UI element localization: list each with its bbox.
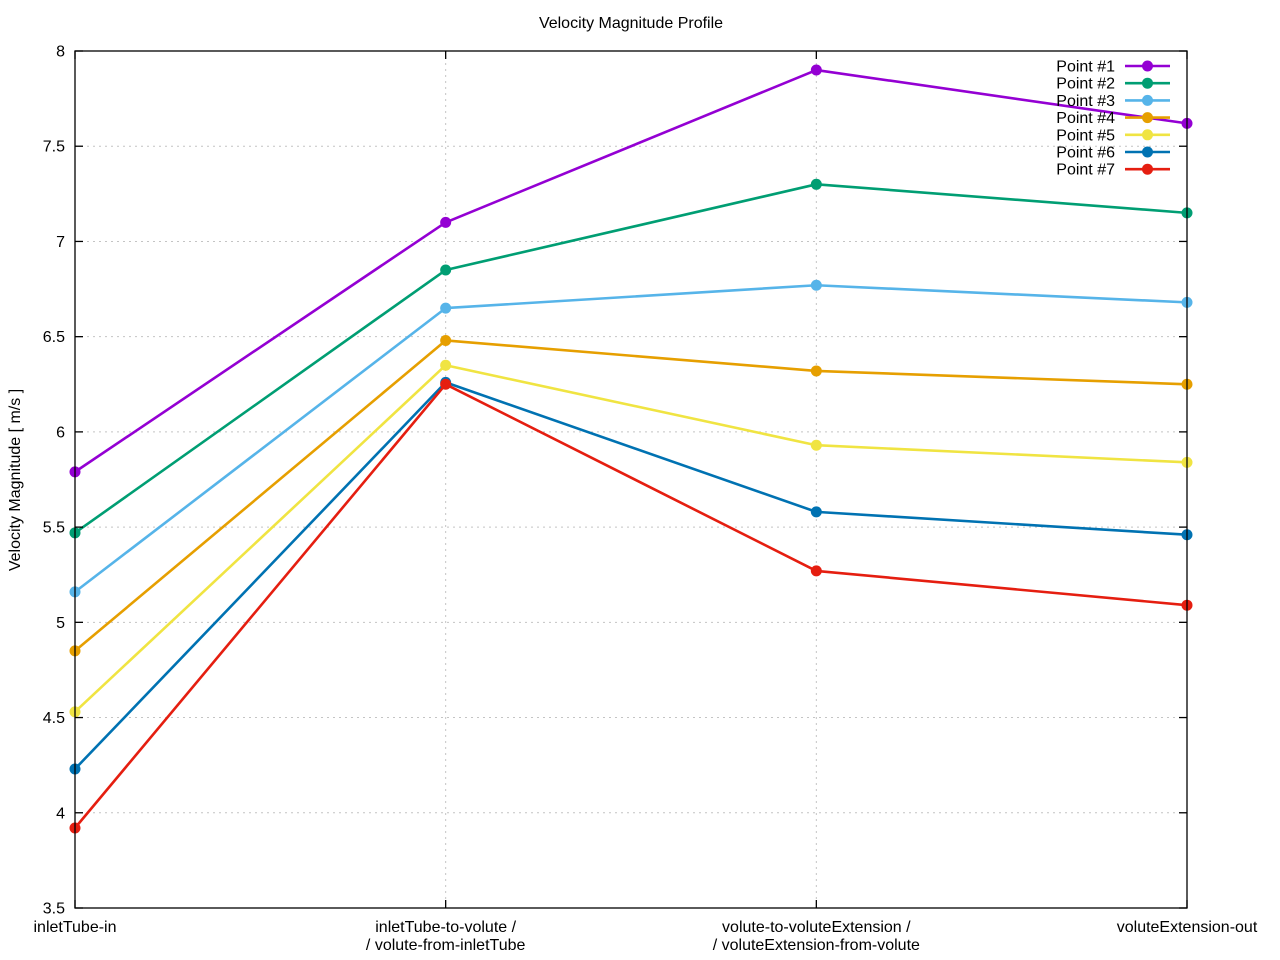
legend-label: Point #7 [1056,162,1115,179]
legend-label: Point #4 [1056,110,1115,127]
legend-sample-marker [1142,94,1153,106]
legend-entry-6: Point #6 [1056,145,1170,162]
x-tick-label-3: voluteExtension-out [1117,919,1258,936]
y-axis-label: Velocity Magnitude [ m/s ] [7,389,24,571]
legend-label: Point #1 [1056,59,1115,76]
y-tick-label-5: 5 [56,615,65,632]
series-point-5 [69,359,1193,718]
legend-sample-marker [1142,146,1153,158]
data-point-marker [810,565,822,577]
legend-sample-marker [1142,77,1153,89]
legend-entry-7: Point #7 [1056,162,1170,179]
legend-sample-marker [1142,60,1153,72]
x-tick-label-1: inletTube-to-volute / / volute-from-inlet… [366,919,526,954]
series-point-2 [69,178,1193,539]
series-line [73,339,1189,653]
series-point-4 [69,334,1193,657]
legend-entry-2: Point #2 [1056,76,1170,93]
x-tick-label-2: volute-to-voluteExtension / / voluteExten… [713,919,920,954]
series-line [73,381,1189,771]
y-tick-label-6: 6 [56,424,65,441]
data-point-marker [810,64,822,76]
series-line [73,363,1189,714]
series-layer [69,64,1193,834]
series-line [73,283,1189,594]
data-point-marker [810,439,822,451]
legend-sample-marker [1142,163,1153,175]
legend-sample-marker [1142,129,1153,141]
data-point-marker [440,378,452,390]
series-point-3 [69,279,1193,598]
data-point-marker [810,506,822,518]
legend-label: Point #3 [1056,93,1115,110]
data-point-marker [810,279,822,291]
legend-sample-marker [1142,112,1153,124]
data-point-marker [440,359,452,371]
tick-label-layer: 3.5 4 4.5 5 5.5 6 6.5 7 7.5 8 inletTube-in inletTub… [33,44,1257,955]
legend-label: Point #6 [1056,145,1115,162]
grid-layer [75,51,1187,908]
data-point-marker [810,365,822,377]
x-tick-label-0: inletTube-in [33,919,116,936]
legend-label: Point #2 [1056,76,1115,93]
legend-entry-5: Point #5 [1056,127,1170,144]
data-point-marker [440,334,452,346]
y-tick-label-8: 8 [56,44,65,61]
y-tick-label-6.5: 6.5 [43,329,65,346]
legend-entry-4: Point #4 [1056,110,1170,127]
y-tick-label-7: 7 [56,234,65,251]
series-point-1 [69,64,1193,478]
data-point-marker [440,216,452,228]
series-line [73,382,1189,830]
axis-layer [74,50,1188,909]
legend-entry-1: Point #1 [1056,59,1170,76]
y-tick-label-4: 4 [56,805,65,822]
y-tick-label-4.5: 4.5 [43,710,65,727]
series-line [73,68,1189,474]
y-tick-label-5.5: 5.5 [43,520,65,537]
legend-entry-3: Point #3 [1056,93,1170,110]
data-point-marker [440,264,452,276]
y-tick-label-3.5: 3.5 [43,901,65,918]
series-line [73,183,1189,535]
data-point-marker [440,302,452,314]
plot-border [74,50,1188,909]
y-tick-label-7.5: 7.5 [43,139,65,156]
legend-label: Point #5 [1056,127,1115,144]
chart-title: Velocity Magnitude Profile [539,15,723,32]
series-point-6 [69,376,1193,775]
data-point-marker [810,178,822,190]
